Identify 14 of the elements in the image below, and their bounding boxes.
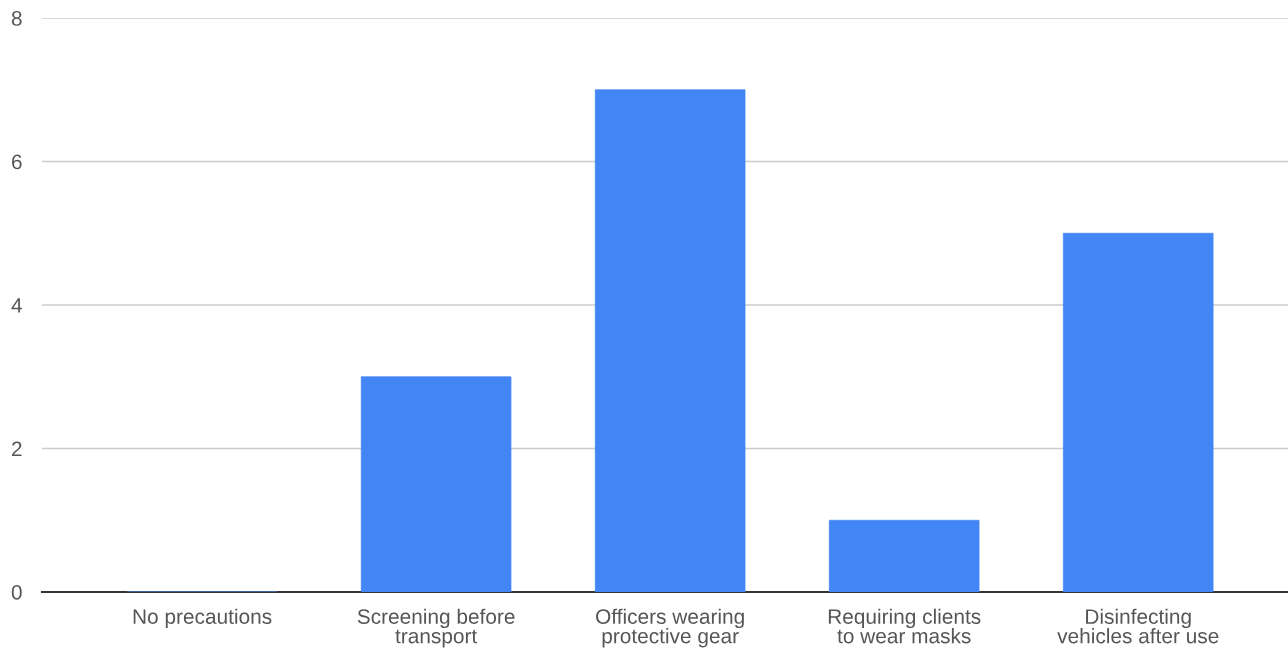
x-tick-label: Screening before transport bbox=[357, 608, 515, 648]
x-tick-label: No precautions bbox=[133, 608, 272, 629]
x-tick-label: Requiring clients to wear masks bbox=[828, 608, 981, 644]
x-tick-label: Disinfecting vehicles after use bbox=[1057, 608, 1219, 644]
bar bbox=[594, 89, 746, 592]
y-tick-label: 2 bbox=[12, 441, 22, 457]
y-tick-label: 0 bbox=[11, 585, 22, 600]
bar bbox=[1062, 232, 1214, 592]
y-tick-label: 8 bbox=[11, 11, 22, 26]
bar bbox=[828, 519, 980, 592]
x-tick-label: Officers wearing protective gear bbox=[596, 608, 744, 648]
y-tick-label: 4 bbox=[11, 298, 22, 313]
bar bbox=[360, 376, 512, 592]
y-tick-label: 6 bbox=[12, 154, 22, 170]
